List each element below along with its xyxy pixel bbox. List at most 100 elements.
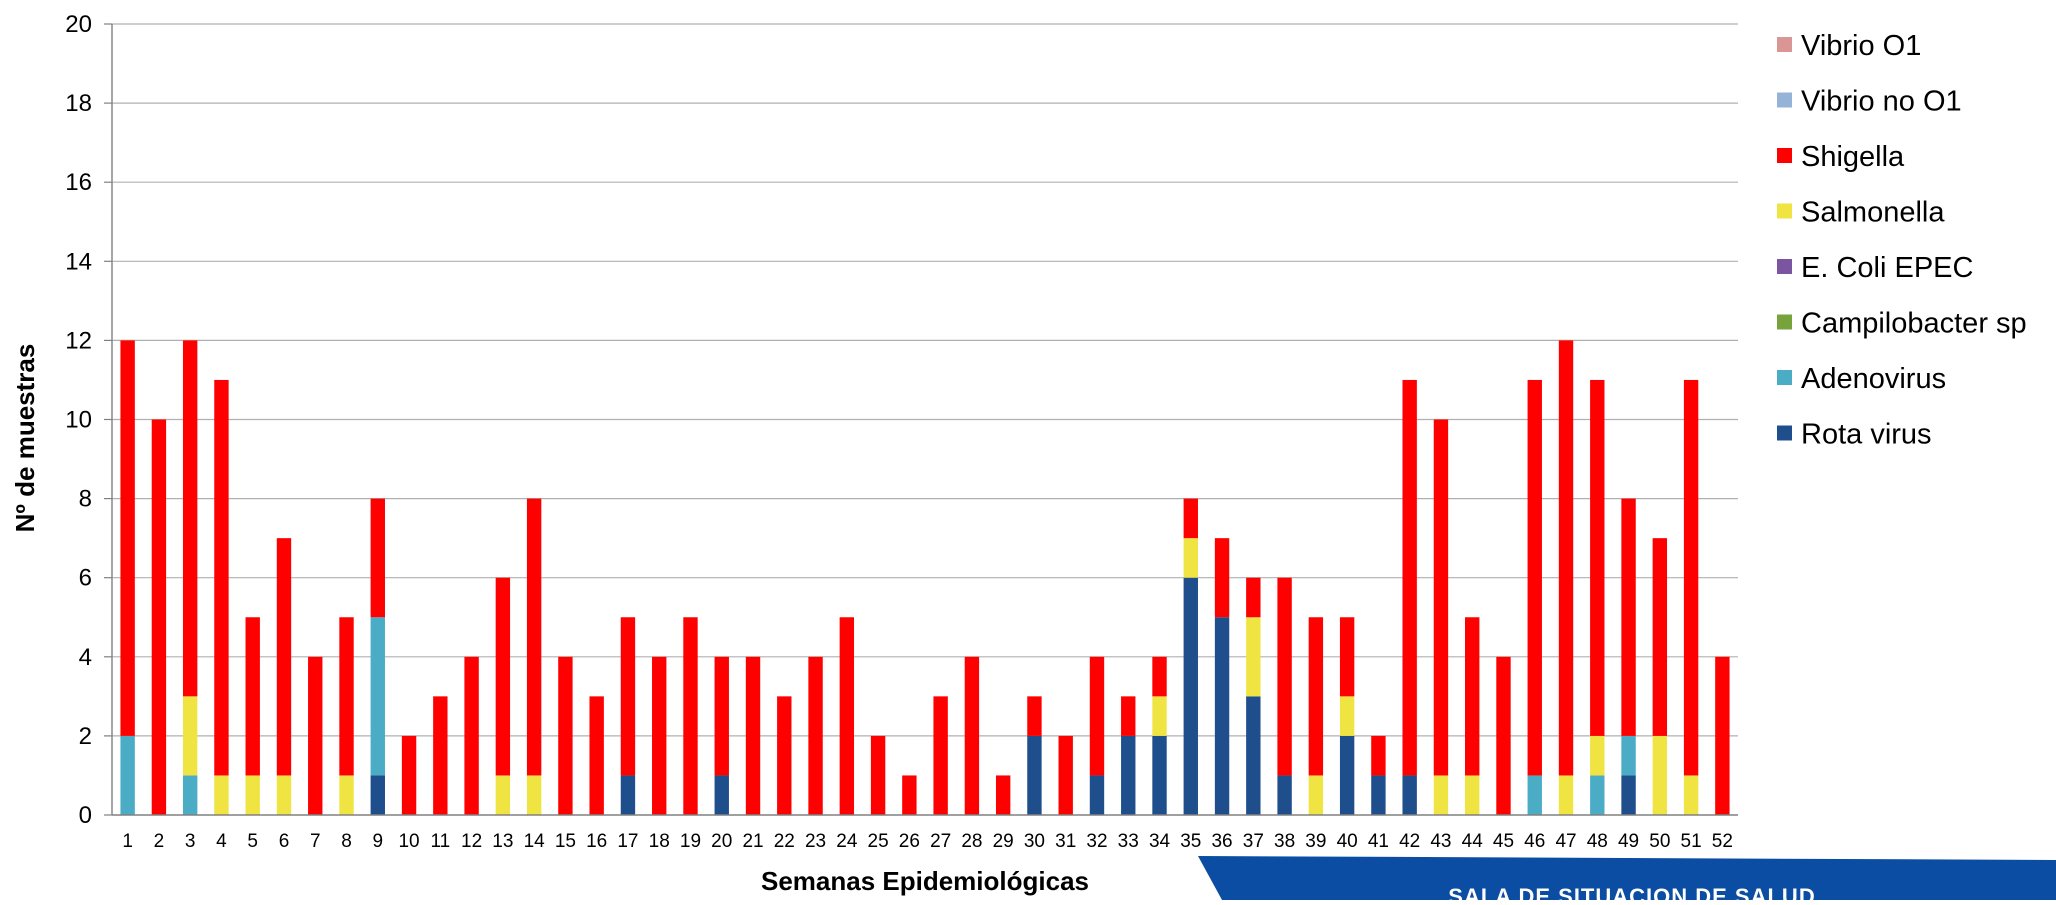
bar-segment — [1183, 577, 1198, 815]
bar-segment — [370, 498, 385, 618]
bar-segment — [745, 656, 761, 815]
bars — [120, 340, 1730, 815]
x-tick-label: 18 — [649, 831, 670, 852]
legend-swatch — [1777, 203, 1792, 219]
legend-label: Vibrio O1 — [1801, 30, 1921, 62]
bar-segment — [1496, 656, 1511, 815]
bar-segment — [683, 617, 698, 815]
x-tick-label: 20 — [711, 831, 732, 852]
bar-segment — [1121, 735, 1136, 815]
bar-segment — [1246, 696, 1261, 815]
bar-segment — [276, 538, 292, 776]
x-tick-label: 42 — [1399, 831, 1420, 852]
legend-label: Salmonella — [1801, 197, 1945, 229]
bar-segment — [182, 696, 198, 776]
bar-segment — [182, 775, 198, 815]
bar-segment — [526, 775, 542, 815]
x-tick-label: 28 — [961, 831, 982, 852]
y-tick-label: 0 — [79, 802, 92, 829]
legend-swatch — [1777, 259, 1792, 274]
x-tick-label: 21 — [742, 831, 763, 852]
bar-segment — [1683, 379, 1699, 776]
legend-swatch — [1777, 370, 1792, 385]
x-tick-label: 38 — [1274, 831, 1295, 852]
bar-segment — [995, 775, 1011, 815]
bar-segment — [370, 775, 385, 815]
legend-swatch — [1777, 148, 1792, 163]
x-tick-label: 3 — [185, 831, 196, 852]
bar-segment — [276, 775, 292, 815]
x-tick-label: 6 — [279, 831, 290, 852]
bar-segment — [1433, 775, 1449, 815]
bar-segment — [1683, 775, 1699, 815]
bar-segment — [933, 696, 948, 815]
y-tick-label: 18 — [65, 90, 92, 117]
x-tick-label: 8 — [341, 831, 352, 852]
bar-segment — [1152, 735, 1167, 815]
x-tick-label: 31 — [1055, 831, 1076, 852]
bar-segment — [214, 775, 229, 815]
bar-segment — [1371, 775, 1386, 815]
bar-segment — [339, 775, 354, 815]
x-tick-label: 12 — [461, 831, 482, 852]
x-tick-label: 17 — [617, 831, 638, 852]
x-tick-label: 48 — [1587, 831, 1608, 852]
y-tick-label: 4 — [79, 644, 92, 671]
bar-segment — [1402, 775, 1417, 815]
x-tick-label: 23 — [805, 831, 826, 852]
y-tick-label: 16 — [65, 169, 92, 196]
y-tick-label: 2 — [79, 723, 92, 750]
x-tick-label: 7 — [310, 831, 321, 852]
legend-swatch — [1777, 92, 1792, 108]
x-tick-label: 11 — [430, 831, 450, 852]
x-tick-label: 50 — [1649, 831, 1670, 852]
x-tick-label: 15 — [555, 831, 576, 852]
bar-segment — [1465, 617, 1480, 776]
bar-segment — [464, 656, 479, 815]
bar-segment — [1527, 379, 1542, 776]
bar-segment — [1558, 340, 1574, 776]
bar-segment — [1339, 617, 1355, 697]
bar-segment — [1621, 775, 1636, 815]
x-tick-label: 25 — [868, 831, 889, 852]
bar-segment — [1652, 735, 1668, 815]
x-tick-label: 10 — [398, 831, 419, 852]
bar-segment — [1089, 775, 1105, 815]
bar-segment — [1152, 696, 1167, 736]
bar-segment — [1308, 617, 1324, 776]
bar-segment — [1621, 498, 1636, 736]
bar-segment — [1027, 735, 1042, 815]
x-tick-label: 37 — [1243, 831, 1264, 852]
bar-segment — [620, 617, 636, 776]
y-tick-label: 10 — [65, 407, 92, 434]
bar-segment — [1308, 775, 1324, 815]
bar-segment — [1183, 498, 1198, 539]
legend-label: Adenovirus — [1801, 363, 1946, 395]
bar-segment — [495, 775, 511, 815]
x-tick-label: 51 — [1681, 831, 1702, 852]
x-tick-label: 24 — [836, 831, 858, 852]
bar-segment — [714, 656, 729, 776]
x-tick-label: 14 — [524, 831, 546, 852]
bar-segment — [308, 656, 323, 815]
x-tick-label: 30 — [1024, 831, 1045, 852]
y-tick-label: 8 — [79, 486, 92, 513]
bar-segment — [777, 696, 792, 815]
footer-text: SALA DE SITUACION DE SALUD — [1448, 884, 1815, 900]
bar-segment — [1652, 538, 1668, 736]
bar-segment — [1121, 696, 1136, 736]
x-tick-label: 29 — [993, 831, 1014, 852]
legend-label: Shigella — [1801, 141, 1905, 173]
bar-segment — [1371, 735, 1386, 776]
x-tick-label: 39 — [1305, 831, 1326, 852]
x-tick-label: 33 — [1118, 831, 1139, 852]
bar-segment — [1214, 617, 1230, 815]
bar-segment — [151, 419, 167, 815]
bar-segment — [1339, 735, 1355, 815]
bar-segment — [652, 656, 667, 815]
bar-segment — [120, 735, 135, 815]
bar-segment — [1277, 577, 1292, 776]
bar-segment — [808, 656, 823, 815]
